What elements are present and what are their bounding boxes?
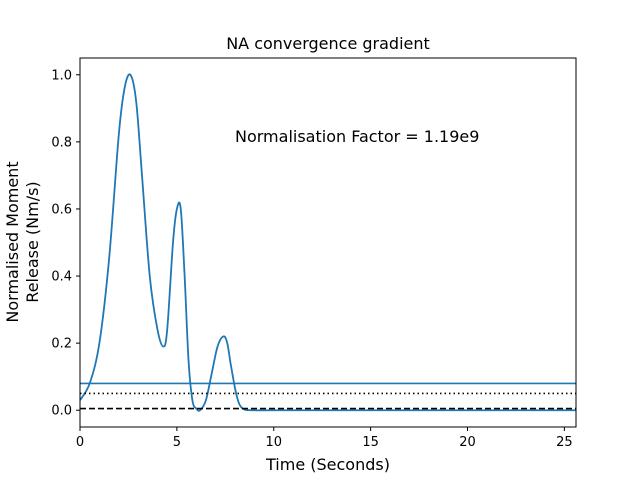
y-axis-label-line-2: Release (Nm/s): [23, 181, 42, 302]
x-tick-label: 25: [556, 435, 573, 450]
y-tick-label: 0.2: [51, 337, 72, 352]
y-axis-label-line-1: Normalised Moment: [3, 161, 22, 322]
x-axis-ticks: 0 5 10 15 20 25: [76, 427, 573, 450]
y-tick-label: 0.6: [51, 202, 72, 217]
y-axis-ticks: 0.0 0.2 0.4 0.6 0.8 1.0: [51, 68, 80, 419]
y-tick-label: 0.0: [51, 404, 72, 419]
y-tick-label: 0.4: [51, 270, 72, 285]
plot-frame: [79, 57, 577, 428]
y-tick-label: 0.8: [51, 135, 72, 150]
plot-area: [80, 58, 576, 427]
y-tick-label: 1.0: [51, 68, 72, 83]
normalisation-annotation: Normalisation Factor = 1.19e9: [235, 127, 479, 146]
x-tick-label: 0: [76, 435, 84, 450]
series-layer: [79, 73, 576, 412]
x-tick-label: 20: [459, 435, 476, 450]
x-axis-label: Time (Seconds): [265, 455, 390, 474]
x-tick-label: 5: [173, 435, 181, 450]
x-tick-label: 15: [362, 435, 379, 450]
x-tick-label: 10: [265, 435, 282, 450]
chart-title: NA convergence gradient: [226, 34, 430, 53]
